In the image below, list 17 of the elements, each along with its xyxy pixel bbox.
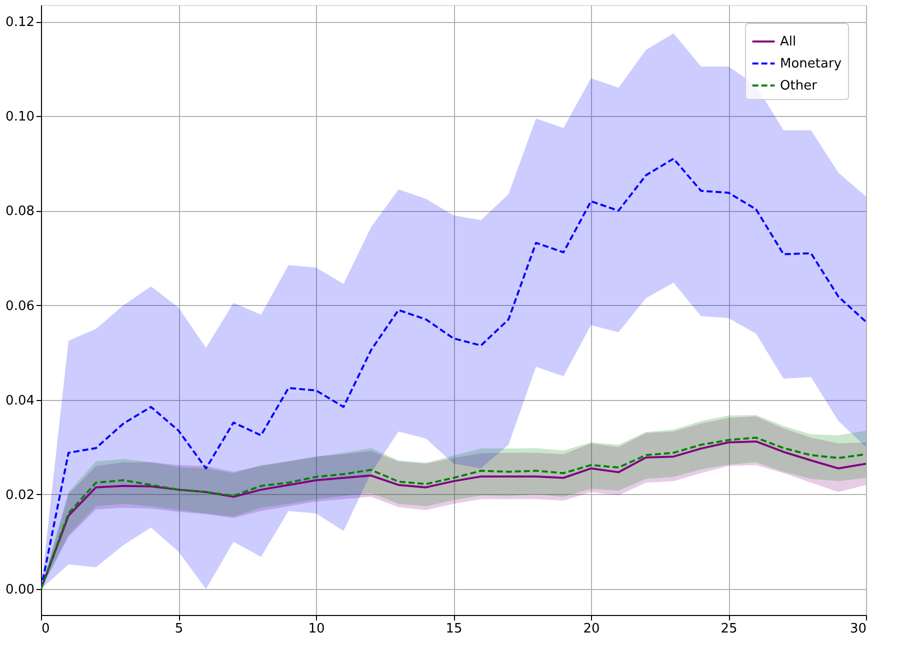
y-tick-label: 0.00 [6, 582, 34, 598]
y-tick-label: 0.06 [6, 298, 34, 314]
x-tick-label: 5 [174, 622, 184, 636]
x-tick-label: 20 [583, 622, 600, 636]
y-tick-label: 0.08 [6, 204, 34, 220]
y-tick-label: 0.12 [6, 15, 34, 30]
x-tick-label: 0 [42, 622, 50, 636]
x-tick-label: 25 [720, 622, 738, 636]
x-tick-label: 10 [308, 622, 325, 636]
legend-label: Monetary [780, 56, 842, 72]
legend-label: Other [780, 78, 818, 94]
x-tick-label: 15 [446, 622, 462, 636]
y-tick-label: 0.02 [6, 488, 34, 503]
x-tick-label: 30 [850, 622, 866, 636]
y-tick-label: 0.04 [6, 393, 34, 408]
y-tick-label: 0.10 [6, 110, 34, 125]
legend-label: All [780, 34, 796, 50]
